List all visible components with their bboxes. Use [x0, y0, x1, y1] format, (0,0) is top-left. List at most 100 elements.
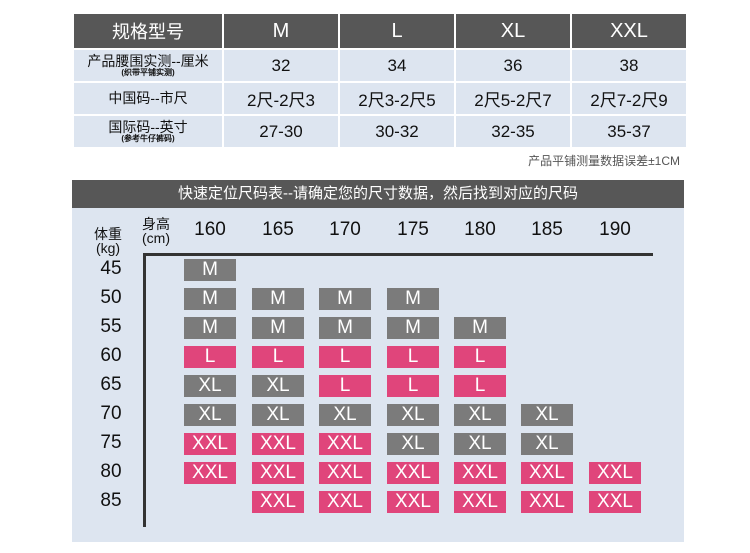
quick-chart-title: 快速定位尺码表--请确定您的尺寸数据，然后找到对应的尺码	[72, 180, 684, 208]
spec-row-label-main: 国际码--英寸	[108, 118, 188, 135]
size-cell: XXL	[184, 433, 236, 455]
height-tick-185: 185	[531, 219, 563, 240]
size-cell: L	[319, 375, 371, 397]
height-axis-title: 身高	[142, 216, 170, 232]
size-cell: M	[184, 288, 236, 310]
spec-header-size-xl: XL	[456, 14, 570, 48]
spec-row-label: 产品腰围实测--厘米 (织带平铺实测)	[74, 50, 222, 81]
measurement-tolerance-note: 产品平铺测量数据误差±1CM	[528, 154, 680, 168]
spec-row-waist-cm: 产品腰围实测--厘米 (织带平铺实测) 32 34 36 38	[74, 50, 686, 81]
size-cell: XXL	[252, 462, 304, 484]
size-cell: XXL	[589, 462, 641, 484]
size-cell: XXL	[387, 491, 439, 513]
weight-tick-60: 60	[100, 345, 122, 366]
height-tick-160: 160	[194, 219, 226, 240]
size-cell: XXL	[319, 433, 371, 455]
size-cell: M	[252, 317, 304, 339]
weight-axis-unit: (kg)	[95, 240, 121, 256]
weight-tick-45: 45	[100, 258, 122, 279]
size-cell: M	[184, 259, 236, 281]
height-axis-line	[143, 253, 653, 256]
spec-row-label: 国际码--英寸 (参考牛仔裤码)	[74, 116, 222, 147]
spec-row-label-main: 产品腰围实测--厘米	[87, 52, 209, 69]
size-cell: M	[454, 317, 506, 339]
size-cell: M	[252, 288, 304, 310]
spec-cell: 34	[340, 50, 454, 81]
spec-cell: 38	[572, 50, 686, 81]
spec-row-label-sub: (织带平铺实测)	[121, 67, 175, 77]
size-cell: XL	[387, 404, 439, 426]
size-cell: M	[319, 288, 371, 310]
height-tick-190: 190	[599, 219, 631, 240]
size-cell: L	[454, 375, 506, 397]
spec-cell: 35-37	[572, 116, 686, 147]
size-cell: M	[387, 288, 439, 310]
spec-cell: 36	[456, 50, 570, 81]
size-cell: XXL	[521, 462, 573, 484]
spec-header-size-l: L	[340, 14, 454, 48]
height-tick-170: 170	[329, 219, 361, 240]
size-cell: XXL	[454, 462, 506, 484]
size-cell: XXL	[252, 433, 304, 455]
size-cell: L	[252, 346, 304, 368]
height-axis-unit: (cm)	[142, 230, 170, 246]
size-cell: M	[387, 317, 439, 339]
height-tick-180: 180	[464, 219, 496, 240]
size-cell: XXL	[319, 462, 371, 484]
weight-tick-55: 55	[100, 316, 122, 337]
spec-header-size-xxl: XXL	[572, 14, 686, 48]
weight-tick-80: 80	[100, 461, 122, 482]
height-tick-165: 165	[262, 219, 294, 240]
size-cell: L	[387, 346, 439, 368]
spec-header-model: 规格型号	[74, 14, 222, 48]
size-cell: XXL	[252, 491, 304, 513]
spec-cell: 2尺3-2尺5	[340, 83, 454, 114]
size-cell: XL	[319, 404, 371, 426]
weight-tick-75: 75	[100, 432, 122, 453]
weight-tick-50: 50	[100, 287, 122, 308]
spec-row-label-main: 中国码--市尺	[108, 90, 188, 107]
size-cell: XL	[521, 404, 573, 426]
spec-row-china-size: 中国码--市尺 2尺-2尺3 2尺3-2尺5 2尺5-2尺7 2尺7-2尺9	[74, 83, 686, 114]
height-tick-175: 175	[397, 219, 429, 240]
weight-axis-line	[143, 253, 146, 527]
weight-tick-65: 65	[100, 374, 122, 395]
spec-cell: 2尺7-2尺9	[572, 83, 686, 114]
spec-header-row: 规格型号 M L XL XXL	[74, 14, 686, 48]
size-cell: XL	[252, 375, 304, 397]
weight-axis-label: 体重 (kg)	[94, 227, 122, 255]
height-axis-label: 身高 (cm)	[142, 217, 170, 245]
size-cell: M	[184, 317, 236, 339]
size-cell: XXL	[454, 491, 506, 513]
size-cell: XL	[387, 433, 439, 455]
size-cell: L	[387, 375, 439, 397]
size-cell: XL	[454, 404, 506, 426]
size-cell: XXL	[319, 491, 371, 513]
spec-cell: 32	[224, 50, 338, 81]
size-cell: L	[454, 346, 506, 368]
size-cell: M	[319, 317, 371, 339]
size-spec-table: 规格型号 M L XL XXL 产品腰围实测--厘米 (织带平铺实测) 32 3…	[72, 12, 688, 149]
spec-row-label-sub: (参考牛仔裤码)	[121, 133, 175, 143]
spec-row-intl-size: 国际码--英寸 (参考牛仔裤码) 27-30 30-32 32-35 35-37	[74, 116, 686, 147]
spec-cell: 27-30	[224, 116, 338, 147]
weight-tick-85: 85	[100, 490, 122, 511]
size-cell: XXL	[387, 462, 439, 484]
size-cell: XL	[252, 404, 304, 426]
weight-tick-70: 70	[100, 403, 122, 424]
spec-cell: 2尺-2尺3	[224, 83, 338, 114]
spec-row-label: 中国码--市尺	[74, 83, 222, 114]
size-cell: L	[319, 346, 371, 368]
spec-cell: 32-35	[456, 116, 570, 147]
size-cell: XL	[454, 433, 506, 455]
spec-header-size-m: M	[224, 14, 338, 48]
spec-cell: 2尺5-2尺7	[456, 83, 570, 114]
weight-axis-title: 体重	[94, 226, 122, 242]
size-cell: XXL	[184, 462, 236, 484]
size-cell: XXL	[589, 491, 641, 513]
size-cell: XL	[184, 375, 236, 397]
size-cell: XXL	[521, 491, 573, 513]
size-cell: XL	[184, 404, 236, 426]
spec-cell: 30-32	[340, 116, 454, 147]
size-cell: L	[184, 346, 236, 368]
